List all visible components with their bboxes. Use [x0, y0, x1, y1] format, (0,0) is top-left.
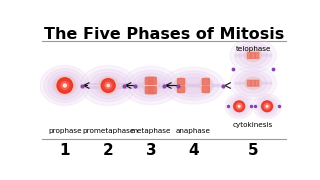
Text: metaphase: metaphase: [131, 128, 171, 134]
Ellipse shape: [173, 74, 214, 97]
Ellipse shape: [85, 69, 132, 102]
Text: 4: 4: [188, 143, 199, 158]
Text: 1: 1: [60, 143, 70, 158]
Circle shape: [61, 82, 69, 89]
Circle shape: [105, 82, 111, 89]
Ellipse shape: [137, 76, 165, 95]
Ellipse shape: [80, 66, 136, 105]
Ellipse shape: [143, 76, 159, 95]
FancyBboxPatch shape: [148, 77, 153, 84]
Ellipse shape: [261, 101, 273, 112]
Ellipse shape: [178, 77, 209, 94]
FancyBboxPatch shape: [255, 80, 259, 86]
Ellipse shape: [163, 67, 224, 104]
Ellipse shape: [244, 49, 262, 62]
Ellipse shape: [122, 66, 180, 105]
FancyBboxPatch shape: [247, 80, 251, 86]
Circle shape: [234, 101, 244, 112]
Ellipse shape: [94, 75, 122, 96]
Ellipse shape: [90, 72, 127, 99]
Circle shape: [107, 84, 109, 87]
Text: prometaphase: prometaphase: [82, 128, 134, 134]
Text: 3: 3: [146, 143, 156, 158]
Text: 2: 2: [103, 143, 114, 158]
Ellipse shape: [230, 39, 276, 72]
Text: anaphase: anaphase: [176, 128, 211, 134]
Ellipse shape: [231, 99, 248, 114]
FancyBboxPatch shape: [145, 77, 150, 84]
Ellipse shape: [44, 69, 86, 102]
Circle shape: [236, 104, 242, 109]
Circle shape: [238, 105, 240, 107]
Ellipse shape: [48, 72, 82, 99]
Ellipse shape: [225, 94, 253, 119]
FancyBboxPatch shape: [152, 77, 156, 84]
Ellipse shape: [259, 99, 276, 114]
FancyBboxPatch shape: [152, 87, 156, 94]
FancyBboxPatch shape: [178, 86, 185, 93]
FancyBboxPatch shape: [202, 79, 209, 85]
FancyBboxPatch shape: [178, 79, 185, 85]
Ellipse shape: [168, 71, 219, 100]
Circle shape: [101, 79, 115, 93]
Text: prophase: prophase: [48, 128, 82, 134]
Circle shape: [63, 84, 66, 87]
Ellipse shape: [235, 70, 272, 96]
Ellipse shape: [244, 77, 262, 89]
Ellipse shape: [128, 70, 174, 101]
FancyBboxPatch shape: [202, 86, 209, 93]
Ellipse shape: [239, 73, 267, 93]
Circle shape: [266, 105, 268, 107]
Ellipse shape: [239, 46, 267, 66]
FancyBboxPatch shape: [148, 87, 153, 94]
FancyBboxPatch shape: [255, 53, 259, 58]
Ellipse shape: [230, 66, 276, 100]
Ellipse shape: [253, 94, 281, 119]
Text: The Five Phases of Mitosis: The Five Phases of Mitosis: [44, 27, 284, 42]
Ellipse shape: [175, 78, 187, 93]
Text: 5: 5: [248, 143, 259, 158]
Ellipse shape: [228, 96, 250, 116]
FancyBboxPatch shape: [247, 53, 251, 58]
Ellipse shape: [233, 101, 245, 112]
Ellipse shape: [200, 78, 212, 93]
FancyBboxPatch shape: [251, 53, 255, 58]
Circle shape: [264, 104, 270, 109]
Text: cytokinesis: cytokinesis: [233, 122, 273, 128]
Ellipse shape: [98, 77, 118, 94]
FancyBboxPatch shape: [145, 87, 150, 94]
FancyBboxPatch shape: [251, 80, 255, 86]
Ellipse shape: [52, 75, 78, 96]
Ellipse shape: [132, 73, 169, 98]
Circle shape: [57, 78, 73, 93]
Circle shape: [262, 101, 273, 112]
Ellipse shape: [235, 42, 272, 69]
Text: telophase: telophase: [236, 46, 271, 52]
Ellipse shape: [40, 66, 90, 105]
Ellipse shape: [256, 96, 278, 116]
Ellipse shape: [54, 76, 76, 95]
